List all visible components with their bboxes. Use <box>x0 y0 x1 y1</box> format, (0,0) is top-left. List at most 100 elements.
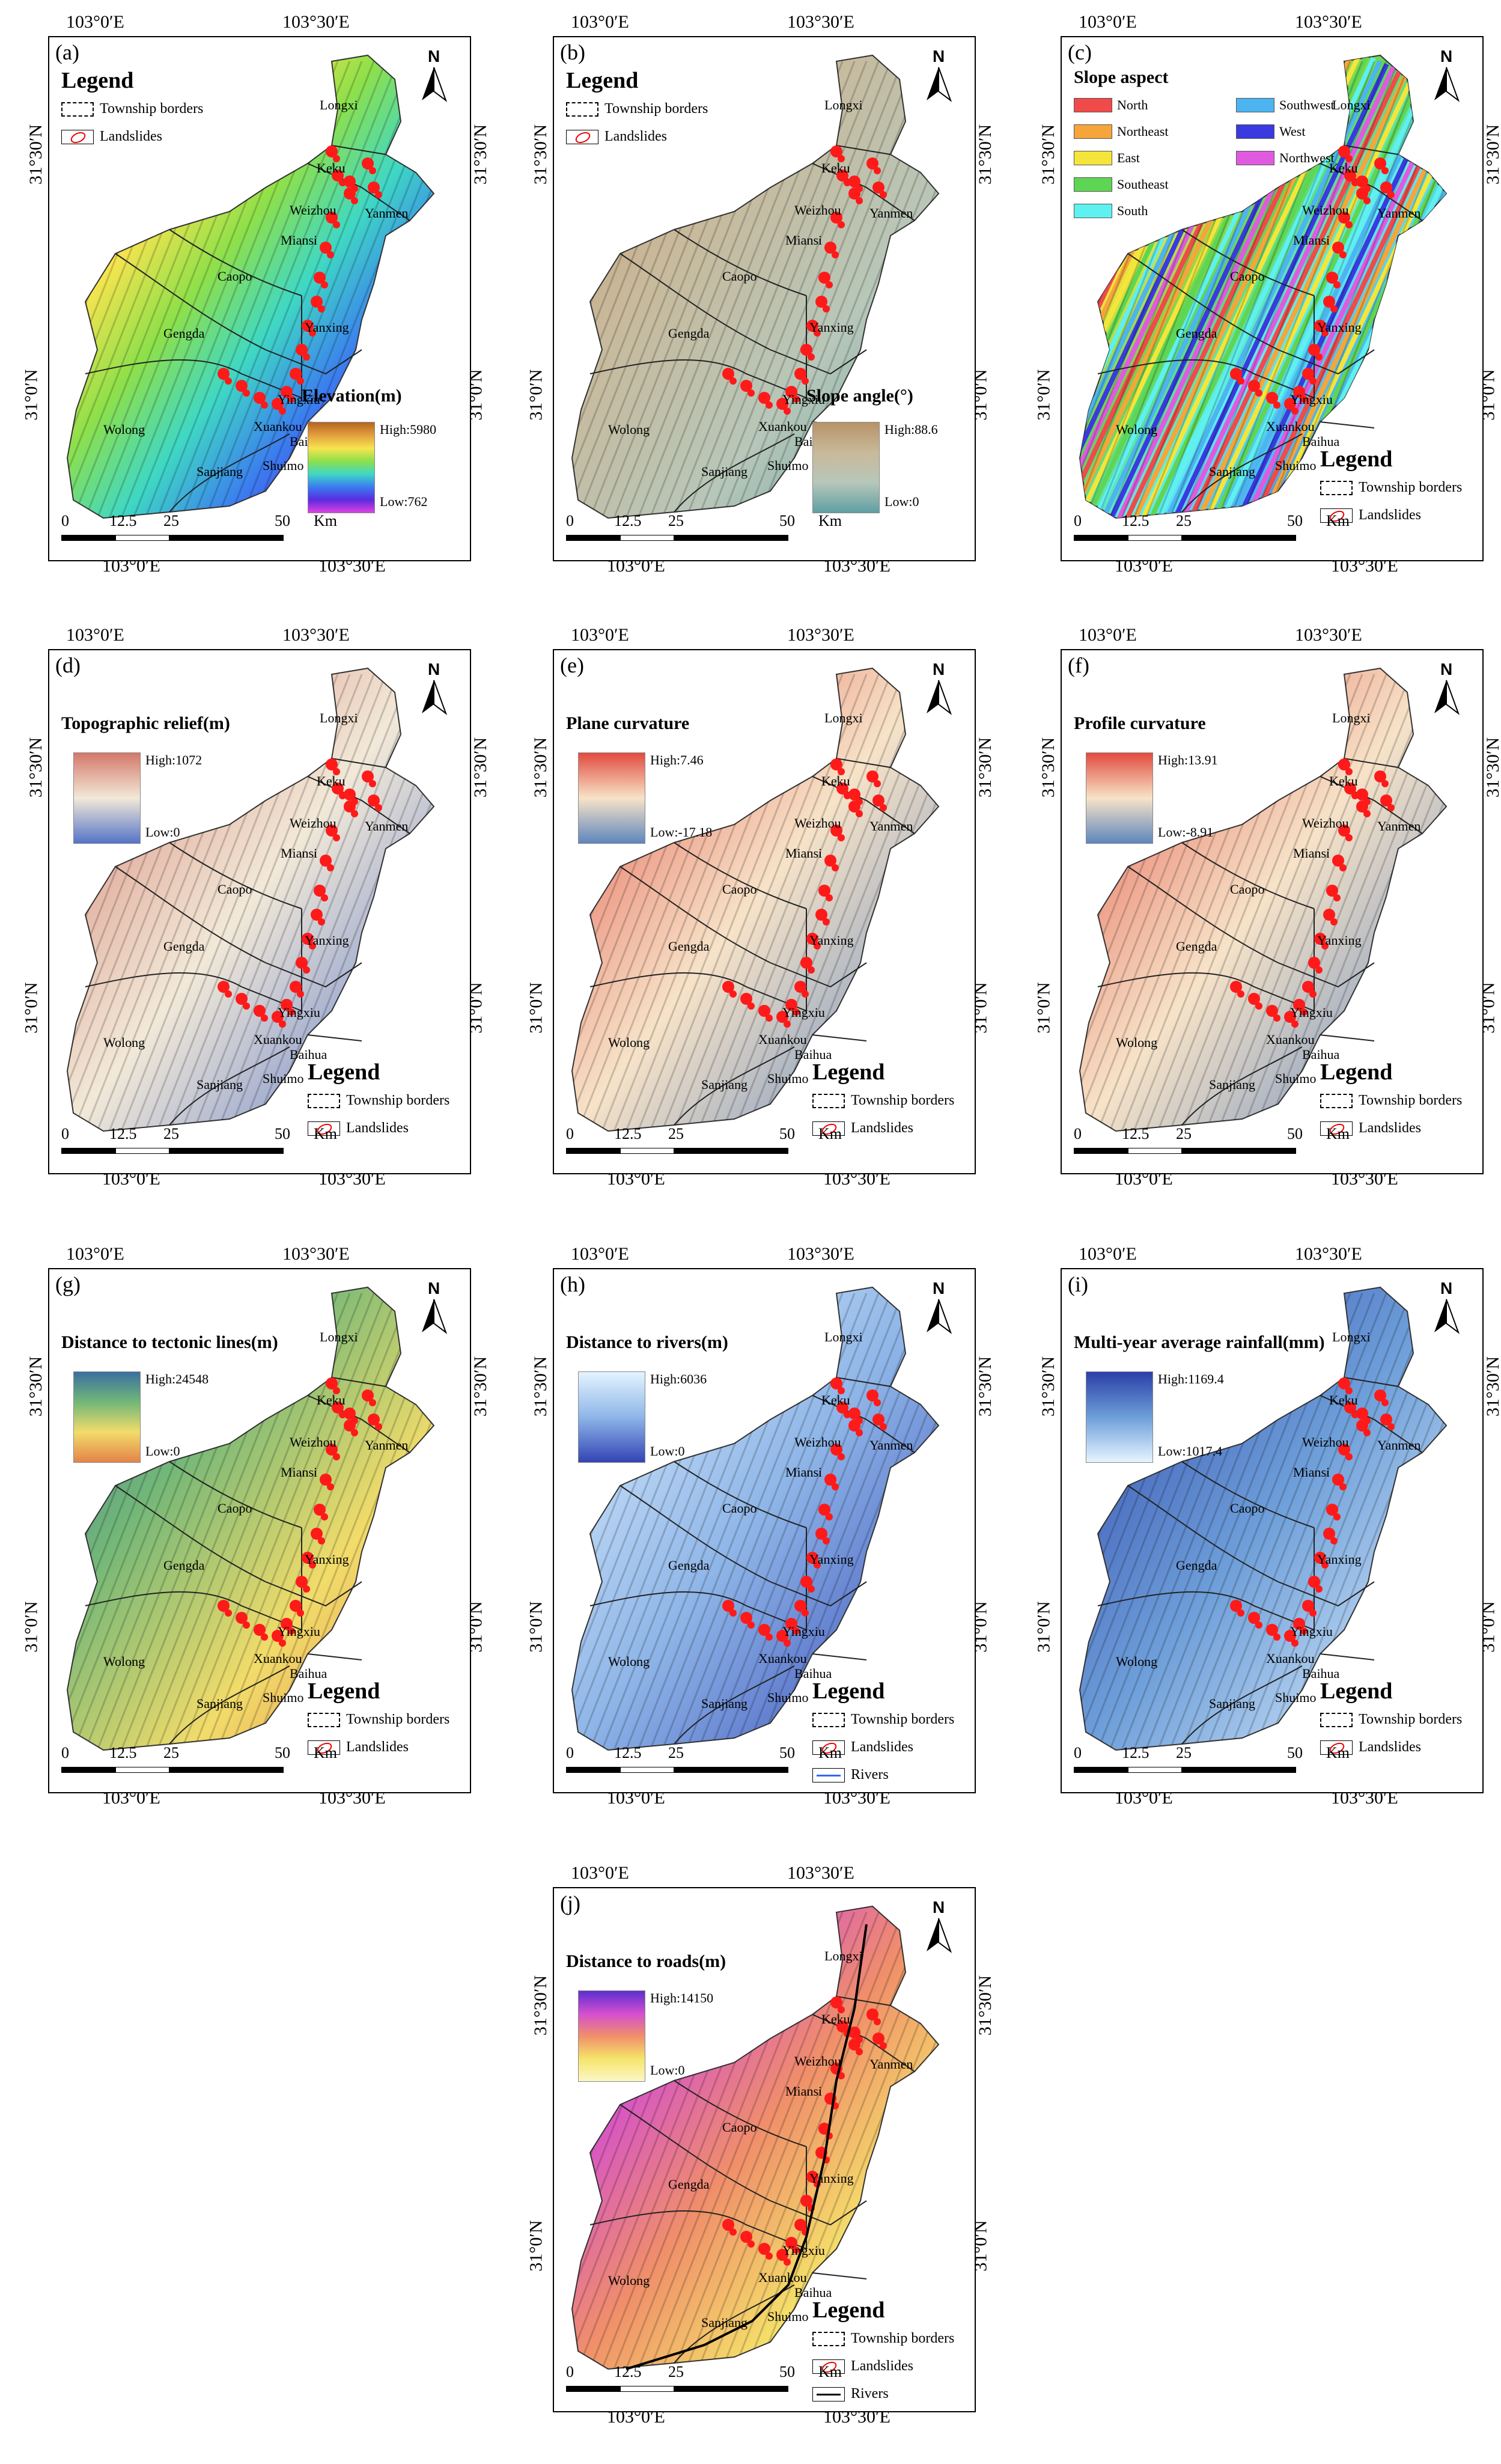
township-label: Keku <box>821 160 850 175</box>
township-label: Keku <box>1329 1392 1358 1407</box>
landslide-cluster <box>218 145 382 415</box>
township-label: Weizhou <box>1302 816 1349 831</box>
township-label: Weizhou <box>794 816 841 831</box>
ramp-low-label: Low:-8.91 <box>1158 825 1214 840</box>
township-label: Weizhou <box>290 816 336 831</box>
aspect-legend-item: East <box>1074 150 1140 166</box>
lat-label: 31°0′N <box>526 369 546 421</box>
township-label: Wolong <box>608 2273 650 2288</box>
aspect-legend-item: Northwest <box>1236 150 1335 166</box>
township-label: Caopo <box>1230 882 1265 897</box>
landslide-legend-item: Landslides <box>308 1739 409 1755</box>
north-arrow-icon: N <box>416 1279 452 1335</box>
color-ramp <box>308 422 375 513</box>
study-area-map <box>66 54 435 519</box>
scale-bar: 0 12.5 25 50 Km <box>61 512 337 548</box>
township-label: Miansi <box>281 846 318 861</box>
ramp-title: Multi-year average rainfall(mm) <box>1074 1332 1325 1352</box>
township-label: Keku <box>1329 160 1358 175</box>
township-label: Longxi <box>824 97 863 112</box>
township-label: Gengda <box>668 326 710 341</box>
north-arrow-icon: N <box>1428 47 1464 103</box>
map-panel: 103°0′E 103°30′E 103°0′E 103°30′E 31°30′N 31°… <box>526 625 1021 1226</box>
lat-label: 31°0′N <box>1034 369 1054 421</box>
township-label: Yanxing <box>809 1552 854 1567</box>
landslide-cluster <box>1230 1377 1395 1647</box>
lat-label: 31°0′N <box>1034 982 1054 1034</box>
township-border <box>812 2272 867 2280</box>
township-label: Weizhou <box>290 1435 336 1450</box>
township-label: Baihua <box>794 1047 832 1062</box>
township-border <box>812 1395 915 1453</box>
township-label: Yanmen <box>365 819 409 834</box>
township-label: Xuankou <box>1266 1651 1315 1666</box>
study-area <box>66 667 435 1132</box>
township-label: Yanxing <box>1317 1552 1362 1567</box>
panel-label: (a) <box>55 40 79 64</box>
township-label: Keku <box>317 160 346 175</box>
township-label: Yanmen <box>365 206 409 221</box>
study-area-map <box>571 1905 940 2370</box>
ramp-high-label: High:1072 <box>145 752 202 767</box>
scale-bar: 0 12.5 25 50 Km <box>566 1744 842 1780</box>
township-label: Baihua <box>1302 1047 1340 1062</box>
aspect-legend-item: Southwest <box>1236 97 1335 113</box>
ramp-title: Slope angle(°) <box>806 386 913 406</box>
map-panel: 103°0′E 103°30′E 103°0′E 103°30′E 31°30′N 31°… <box>22 625 517 1226</box>
map-frame: (g) N Longxi Keku Weizhou Yanmen Miansi Caopo Ya… <box>48 1268 471 1793</box>
study-area <box>571 1905 940 2370</box>
north-arrow-icon: N <box>416 660 452 716</box>
township-border <box>674 1046 795 1126</box>
township-legend-item: Township borders <box>61 101 203 117</box>
panel-label: (f) <box>1068 653 1089 677</box>
township-label: Yingxiu <box>278 392 320 407</box>
lat-label: 31°0′N <box>526 1601 546 1653</box>
township-label: Shuimo <box>767 2309 809 2324</box>
township-label: Yingxiu <box>278 1005 320 1020</box>
ramp-low-label: Low:0 <box>650 2063 685 2078</box>
township-label: Xuankou <box>1266 1032 1315 1047</box>
lon-label: 103°30′E <box>787 1244 854 1264</box>
township-label: Weizhou <box>1302 1435 1349 1450</box>
ramp-title: Profile curvature <box>1074 713 1206 733</box>
legend-title: Legend <box>308 1679 380 1704</box>
township-border <box>1181 1046 1303 1126</box>
color-ramp <box>73 752 141 844</box>
township-label: Sanjiang <box>1209 464 1255 479</box>
township-label: Sanjiang <box>196 464 243 479</box>
township-label: Yanxing <box>305 1552 349 1567</box>
ramp-title: Topographic relief(m) <box>61 713 230 733</box>
study-area <box>1079 667 1448 1132</box>
township-border <box>169 1461 302 1528</box>
township-label: Baihua <box>794 2285 832 2300</box>
township-label: Wolong <box>103 1654 145 1669</box>
township-label: Weizhou <box>290 203 336 218</box>
scale-bar: 0 12.5 25 50 Km <box>61 1125 337 1161</box>
township-label: Miansi <box>785 1465 823 1480</box>
township-border <box>85 359 302 398</box>
township-border <box>1097 359 1315 398</box>
legend-title: Legend <box>812 2298 885 2323</box>
township-label: Miansi <box>785 2084 823 2099</box>
lat-label: 31°30′N <box>1483 124 1501 185</box>
township-border <box>770 2200 867 2226</box>
map-panel: 103°0′E 103°30′E 103°0′E 103°30′E 31°30′N 31°… <box>526 1244 1021 1845</box>
township-label: Baihua <box>290 1047 327 1062</box>
township-label: Yingxiu <box>1290 1005 1333 1020</box>
map-frame: (h) N Longxi Keku Weizhou Yanmen Miansi Caopo Ya… <box>553 1268 976 1793</box>
road-line <box>626 1924 868 2370</box>
map-frame: (d) N Longxi Keku Weizhou Yanmen Miansi Caopo Ya… <box>48 649 471 1174</box>
aspect-legend-item: North <box>1074 97 1148 113</box>
lat-label: 31°0′N <box>21 369 41 421</box>
lat-label: 31°30′N <box>531 1356 551 1417</box>
township-label: Shuimo <box>1275 1071 1317 1086</box>
township-border <box>674 433 795 513</box>
landslide-legend-item: Landslides <box>1320 1120 1421 1136</box>
study-area <box>66 1286 435 1751</box>
panel-label: (j) <box>560 1891 580 1915</box>
township-border <box>1181 433 1303 513</box>
landslide-legend-item: Landslides <box>1320 507 1421 523</box>
township-label: Shuimo <box>767 1690 809 1705</box>
township-label: Sanjiang <box>196 1696 243 1711</box>
township-border <box>307 776 410 834</box>
